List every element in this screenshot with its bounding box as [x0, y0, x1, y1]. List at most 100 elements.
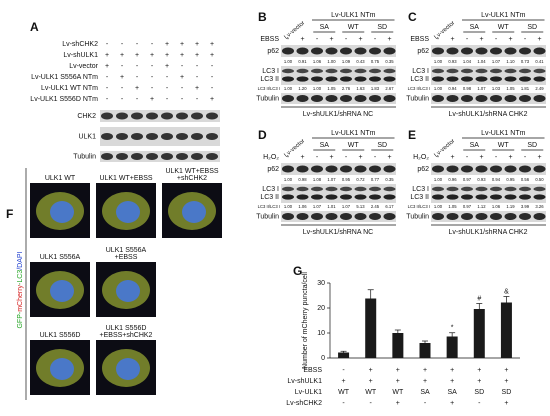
sign: - [524, 154, 527, 161]
sign: + [165, 52, 169, 59]
condition-value: + [369, 367, 373, 374]
blot-label: LC3 II [260, 194, 279, 201]
condition-value: SD [474, 389, 484, 396]
blot-band [296, 165, 309, 173]
stain-part: -LC3 [17, 270, 24, 285]
image-caption: ULK1 WT+EBSS [99, 175, 152, 182]
group-label: SA [320, 24, 330, 31]
condition-value: + [450, 378, 454, 385]
blot-band [340, 95, 352, 102]
sign: + [195, 52, 199, 59]
nucleus [116, 358, 140, 380]
quant-value: 0.96 [448, 177, 457, 182]
sign: + [508, 154, 512, 161]
blot-band [383, 47, 396, 55]
condition-value: SA [420, 389, 430, 396]
quant-value: 1.10 [506, 59, 515, 64]
bar [392, 333, 404, 358]
sign: - [437, 36, 440, 43]
header: Lv-ULK1 NTm [331, 12, 376, 19]
nucleus [50, 358, 74, 380]
quant-value: 3.26 [535, 204, 544, 209]
blot-band [446, 194, 459, 200]
quant-value: 1.63 [356, 86, 365, 91]
row-label: Lv-ULK1 S556D NTm [30, 96, 98, 103]
nucleus [116, 201, 140, 223]
ratio-label: LC3 II/LC3 I [408, 86, 430, 91]
blot-label: LC3 I [412, 68, 429, 75]
quant-value: 6.17 [385, 204, 394, 209]
sign: - [287, 36, 290, 43]
blot-band [131, 112, 143, 120]
footer: Lv-shULK1/shRNA CHK2 [449, 229, 528, 236]
error-bar [476, 303, 483, 309]
sign: - [196, 63, 199, 70]
image-caption: ULK1 S556D [106, 325, 147, 332]
condition-value: WT [392, 389, 404, 396]
blot-band [354, 186, 367, 192]
quant-value: 0.94 [492, 177, 501, 182]
condition-value: SA [447, 389, 457, 396]
blot-background [281, 184, 396, 203]
sign: + [329, 154, 333, 161]
error-bar [503, 296, 510, 303]
blot-label: LC3 I [262, 68, 279, 75]
condition-value: WT [338, 389, 350, 396]
sign: - [211, 74, 214, 81]
sign: - [136, 41, 139, 48]
quant-value: 0.93 [477, 177, 486, 182]
sign: - [181, 85, 184, 92]
blot-band [161, 153, 173, 160]
sign: - [121, 85, 124, 92]
sign: - [106, 74, 109, 81]
quant-value: 1.19 [506, 204, 515, 209]
error-bar [367, 289, 374, 299]
blot-band [461, 165, 473, 173]
quant-value: 3.99 [521, 204, 530, 209]
blot-background [431, 66, 546, 85]
blot-band [475, 186, 488, 192]
sign: - [374, 154, 377, 161]
blot-label: LC3 II [410, 194, 429, 201]
blot-band [101, 153, 113, 160]
blot-band [296, 213, 309, 220]
blot-band [533, 213, 546, 220]
quant-value: 0.35 [385, 177, 394, 182]
blot-band [461, 194, 473, 200]
blot-band [504, 68, 517, 74]
blot-band [176, 153, 188, 160]
sign: - [495, 36, 498, 43]
blot-background [281, 45, 396, 57]
condition-label: Lv-shCHK2 [286, 400, 322, 407]
blot-band [101, 133, 113, 140]
bar [419, 343, 431, 358]
blot-band [296, 68, 309, 74]
blot-band [383, 194, 396, 200]
blot-band [475, 76, 488, 82]
sign: + [387, 154, 391, 161]
row-label: Lv-shCHK2 [62, 41, 98, 48]
row-label: Lv-ULK1 S556A NTm [31, 74, 98, 81]
blot-band [146, 112, 158, 120]
sign: + [120, 52, 124, 59]
sign: - [181, 63, 184, 70]
blot-band [340, 194, 352, 200]
blot-band [461, 95, 473, 102]
blot-band [504, 194, 517, 200]
error-bar [449, 332, 456, 337]
blot-band [383, 165, 396, 173]
bar [473, 309, 485, 358]
blot-label: LC3 I [412, 186, 429, 193]
blot-band [490, 95, 502, 102]
blot-label: Tubulin [73, 153, 96, 160]
blot-band [131, 133, 143, 140]
blot-label: p62 [417, 166, 429, 173]
blot-band [354, 76, 367, 82]
blot-band [325, 213, 338, 220]
sign: - [151, 63, 154, 70]
y-tick-label: 0 [321, 355, 325, 362]
sign: - [166, 96, 169, 103]
blot-band [311, 76, 323, 82]
image-caption: ULK1 WT+EBSS [165, 168, 218, 175]
stain-part: mCherry [17, 284, 24, 311]
